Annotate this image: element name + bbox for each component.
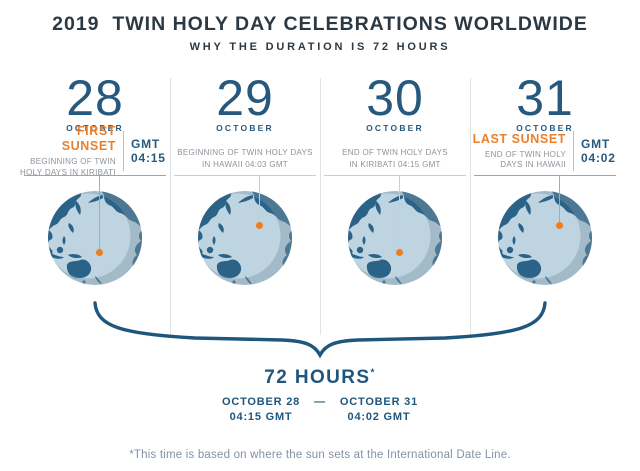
day-panel-october-31: 31 OCTOBER LAST SUNSET END OF TWIN HOLY … [470, 70, 620, 176]
event-info: LAST SUNSET END OF TWIN HOLY DAYS IN HAW… [470, 129, 620, 173]
duration-range: OCTOBER 28 04:15 GMT — OCTOBER 31 04:02 … [0, 395, 640, 424]
page-subtitle: WHY THE DURATION IS 72 HOURS [189, 41, 451, 53]
column-divider [319, 78, 321, 335]
event-text: LAST SUNSET END OF TWIN HOLY DAYS IN HAW… [470, 132, 573, 171]
gmt-divider [573, 131, 574, 171]
gmt-time: GMT 04:15 [131, 137, 166, 165]
curly-brace-icon [93, 301, 547, 359]
duration-total: 72 HOURS* [264, 367, 376, 388]
earth-globe-pacific-icon [345, 188, 445, 288]
kiribati-marker-icon [395, 248, 403, 256]
event-description: BEGINNING OF TWIN HOLY DAYS IN HAWAII 04… [177, 148, 313, 169]
range-start: OCTOBER 28 04:15 GMT [222, 396, 301, 423]
event-description: END OF TWIN HOLY DAYS IN HAWAII [485, 149, 566, 170]
day-number: 30 [366, 70, 424, 126]
range-separator: — [314, 396, 326, 408]
marker-line [398, 175, 400, 252]
month-label: OCTOBER [516, 123, 574, 133]
last-sunset-label: LAST SUNSET [472, 131, 566, 146]
first-sunset-label: FIRST SUNSET [61, 124, 116, 153]
earth-globe-pacific-icon [495, 188, 595, 288]
asterisk: * [370, 367, 376, 379]
earth-globe-pacific-icon [45, 188, 145, 288]
event-description: BEGINNING OF TWIN HOLY DAYS IN KIRIBATI [20, 157, 116, 177]
kiribati-marker-icon [95, 248, 103, 256]
month-label: OCTOBER [366, 123, 424, 133]
month-label: OCTOBER [66, 123, 124, 133]
marker-line [98, 175, 100, 252]
day-number: 31 [516, 70, 574, 126]
earth-globe-pacific-icon [195, 188, 295, 288]
day-panel-october-29: 29 OCTOBER BEGINNING OF TWIN HOLY DAYS I… [170, 70, 320, 176]
day-number: 29 [216, 70, 274, 126]
hawaii-marker-icon [255, 221, 263, 229]
accent-rule [174, 175, 316, 176]
day-panel-october-28: 28 OCTOBER FIRST SUNSET BEGINNING OF TWI… [20, 70, 170, 177]
gmt-divider [123, 131, 124, 171]
day-panel-october-30: 30 OCTOBER END OF TWIN HOLY DAYS IN KIRI… [320, 70, 470, 176]
marker-line [258, 175, 260, 225]
accent-rule [24, 175, 166, 176]
event-description: END OF TWIN HOLY DAYS IN KIRIBATI 04:15 … [342, 148, 448, 169]
range-end: OCTOBER 31 04:02 GMT [339, 396, 418, 423]
accent-rule [324, 175, 466, 176]
gmt-time: GMT 04:02 [581, 137, 616, 165]
hawaii-marker-icon [555, 221, 563, 229]
month-label: OCTOBER [216, 123, 274, 133]
marker-line [558, 175, 560, 225]
event-info: BEGINNING OF TWIN HOLY DAYS IN HAWAII 04… [170, 129, 320, 173]
column-divider [469, 78, 471, 335]
page-title: 2019 TWIN HOLY DAY CELEBRATIONS WORLDWID… [52, 13, 588, 35]
day-number: 28 [66, 70, 124, 126]
column-divider [169, 78, 171, 335]
event-text: FIRST SUNSET BEGINNING OF TWIN HOLY DAYS… [20, 124, 123, 178]
accent-rule [474, 175, 616, 176]
footnote: *This time is based on where the sun set… [129, 449, 511, 461]
event-info: END OF TWIN HOLY DAYS IN KIRIBATI 04:15 … [320, 129, 470, 173]
event-info: FIRST SUNSET BEGINNING OF TWIN HOLY DAYS… [20, 124, 170, 177]
